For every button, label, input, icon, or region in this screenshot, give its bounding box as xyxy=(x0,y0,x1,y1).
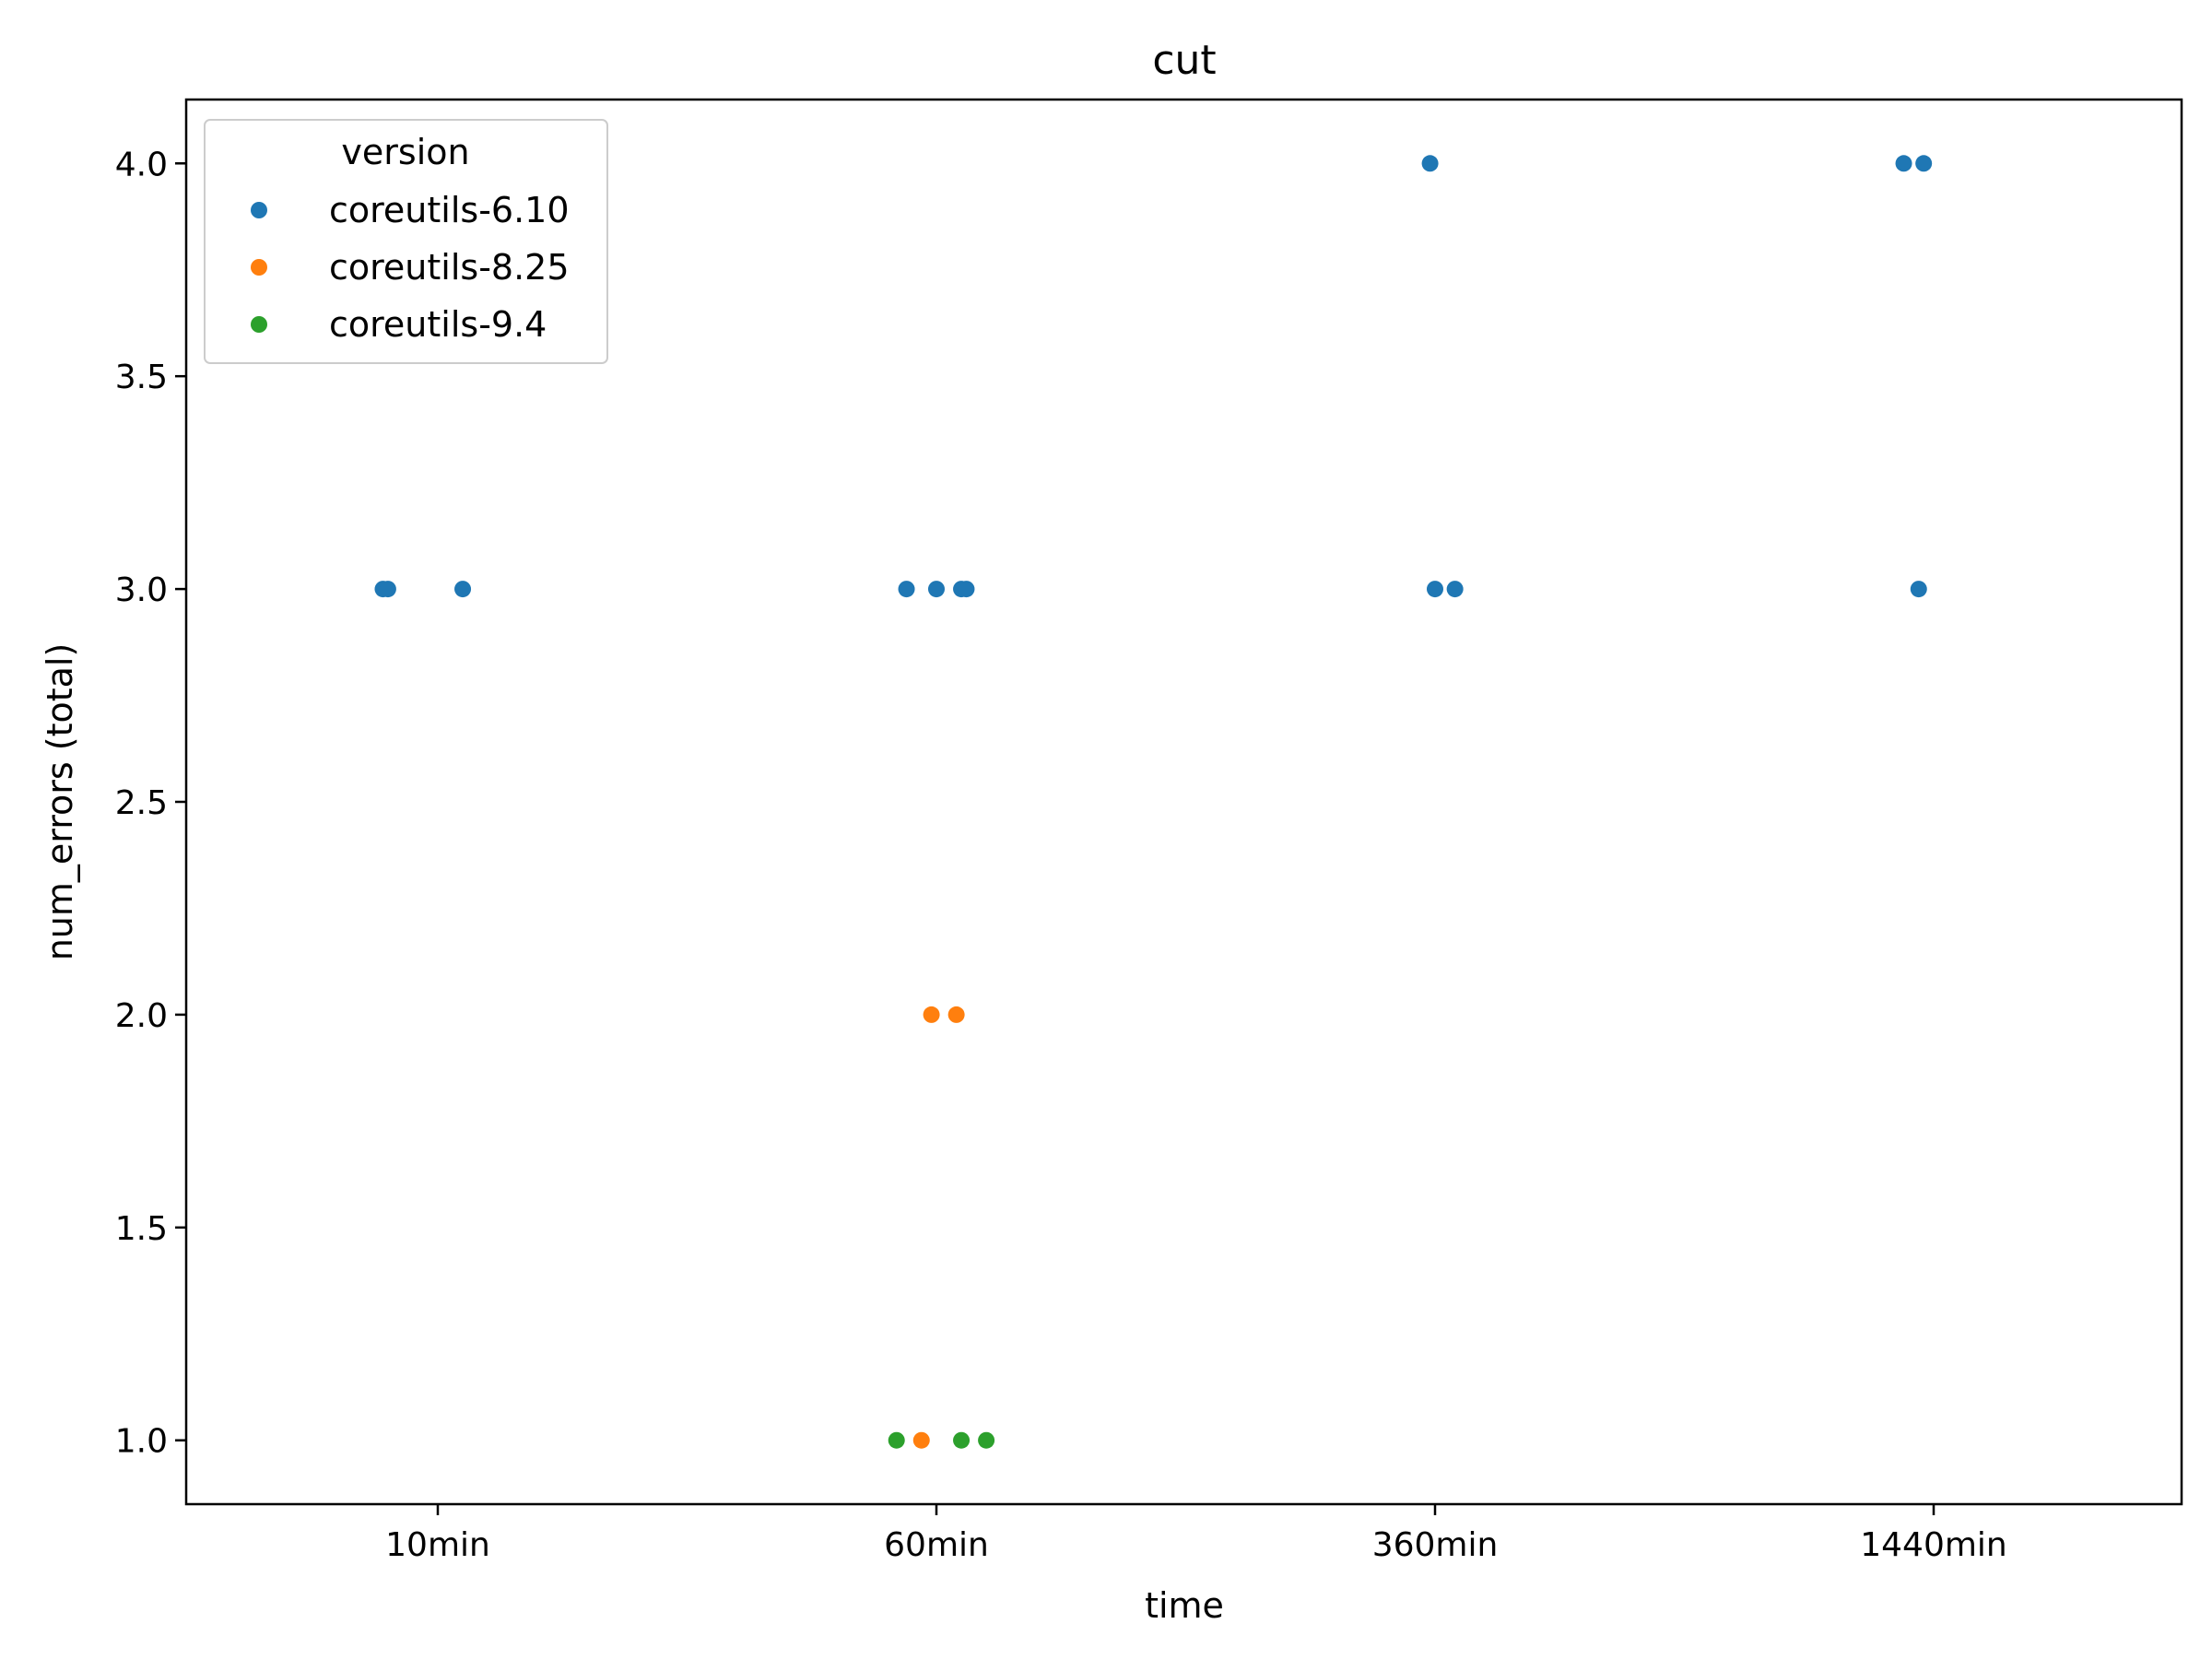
data-point-series-2 xyxy=(978,1431,995,1449)
legend-title: version xyxy=(341,132,469,172)
legend-marker xyxy=(251,202,267,218)
x-axis-label: time xyxy=(1145,1585,1224,1626)
y-tick-label: 1.5 xyxy=(115,1210,168,1248)
data-point-series-1 xyxy=(912,1431,930,1449)
data-point-series-1 xyxy=(923,1006,940,1023)
plot-area xyxy=(374,155,1933,1449)
y-tick-label: 2.5 xyxy=(115,784,168,822)
data-point-series-0 xyxy=(1421,155,1439,172)
legend-label: coreutils-8.25 xyxy=(329,247,570,288)
legend-box xyxy=(204,119,608,364)
legend-marker xyxy=(251,316,267,333)
data-point-series-0 xyxy=(1427,581,1443,598)
data-point-series-2 xyxy=(888,1431,905,1449)
data-point-series-0 xyxy=(1895,155,1912,172)
x-tick-label: 360min xyxy=(1372,1526,1499,1564)
legend-label: coreutils-6.10 xyxy=(329,190,570,230)
x-axis: 10min 60min 360min 1440min xyxy=(385,1504,2007,1564)
data-point-series-0 xyxy=(1915,155,1933,172)
data-point-series-0 xyxy=(379,581,396,598)
x-tick-label: 10min xyxy=(385,1526,490,1564)
y-tick-label: 1.0 xyxy=(115,1423,168,1461)
y-tick-label: 3.0 xyxy=(115,571,168,609)
y-axis-label: num_errors (total) xyxy=(40,643,80,961)
legend: version coreutils-6.10coreutils-8.25core… xyxy=(204,119,608,364)
y-axis: 1.0 1.5 2.0 2.5 3.0 3.5 4.0 xyxy=(115,146,186,1461)
data-point-series-0 xyxy=(928,581,945,598)
legend-entries: coreutils-6.10 coreutils-8.25 coreutils-9.… xyxy=(251,190,570,345)
data-point-series-0 xyxy=(1446,581,1464,598)
data-point-series-0 xyxy=(958,581,975,598)
chart-title: cut xyxy=(1152,37,1216,84)
y-tick-label: 2.0 xyxy=(115,997,168,1035)
y-tick-label: 3.5 xyxy=(115,359,168,396)
legend-marker xyxy=(251,259,267,276)
data-point-series-0 xyxy=(454,581,472,598)
data-point-series-2 xyxy=(953,1431,971,1449)
x-tick-label: 60min xyxy=(884,1526,989,1564)
data-point-series-1 xyxy=(947,1006,965,1023)
y-tick-label: 4.0 xyxy=(115,146,168,183)
x-tick-label: 1440min xyxy=(1860,1526,2007,1564)
data-point-series-0 xyxy=(1910,581,1927,598)
legend-label: coreutils-9.4 xyxy=(329,304,547,345)
data-point-series-0 xyxy=(898,581,915,598)
